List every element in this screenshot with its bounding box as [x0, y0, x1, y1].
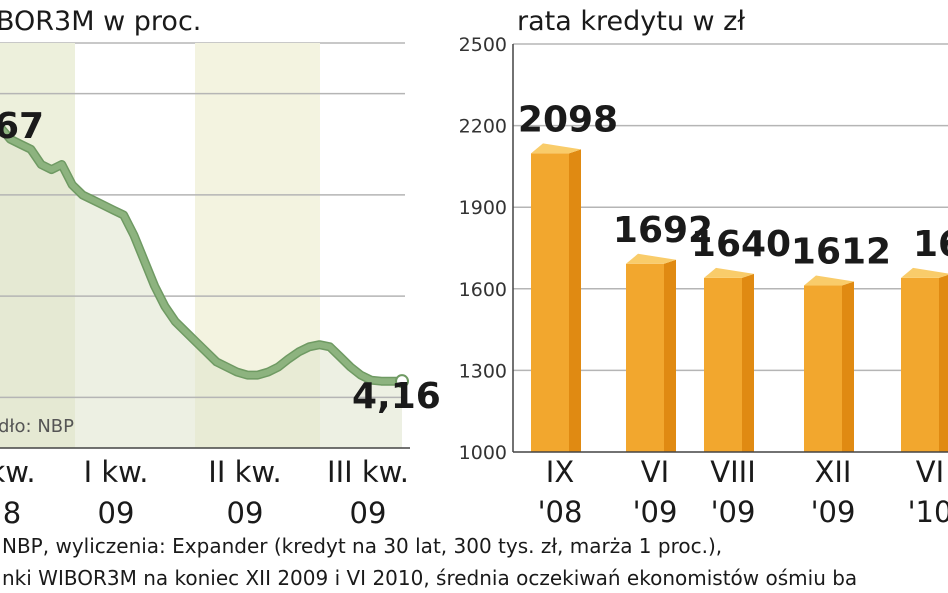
bar-side: [742, 273, 754, 452]
bar-value-label: 1612: [791, 232, 891, 273]
right-y-tick-label: 2500: [459, 34, 507, 56]
bar-0: 2098: [518, 99, 618, 452]
left-background-bands: [0, 43, 402, 448]
right-category-year: '09: [811, 495, 856, 529]
left-x-tick-label: kw.: [0, 455, 36, 489]
left-series-line: [0, 122, 409, 389]
right-y-tick-label: 1600: [459, 279, 507, 301]
footer-line-2: nki WIBOR3M na koniec XII 2009 i VI 2010…: [2, 566, 857, 590]
bar-top: [704, 267, 754, 278]
bar-top: [804, 275, 854, 286]
left-x-tick-year: 09: [227, 496, 264, 530]
left-x-ticks: kw. 8 I kw. 09 II kw. 09 III kw. 09: [0, 455, 409, 530]
right-category-label: IX: [546, 455, 574, 489]
bar-side: [569, 149, 581, 452]
left-x-tick-year: 8: [3, 496, 21, 530]
right-y-tick-label: 2200: [459, 116, 507, 138]
left-x-tick-label: III kw.: [327, 455, 409, 489]
bar-front: [531, 153, 569, 452]
bar-front: [804, 285, 842, 452]
bar-top: [901, 267, 948, 278]
bar-front: [626, 263, 664, 452]
bar-front: [704, 277, 742, 452]
right-y-tick-label: 1900: [459, 197, 507, 219]
right-category-year: '09: [711, 495, 756, 529]
right-chart-title: rata kredytu w zł: [517, 6, 745, 37]
left-gridlines: [0, 92, 405, 399]
right-chart: rata kredytu w zł 2500 2200 1900 1600 1300 10…: [459, 6, 948, 529]
bar-side: [842, 281, 854, 452]
right-category-label: VIII: [710, 455, 756, 489]
left-x-tick-label: I kw.: [84, 455, 149, 489]
left-x-tick-year: 09: [350, 496, 387, 530]
left-x-tick-year: 09: [98, 496, 135, 530]
left-end-label: 4,16: [352, 376, 441, 417]
right-category-labels: IX '08 VI '09 VIII '09 XII '09 VI '10: [538, 455, 948, 529]
bar-4: 16: [901, 224, 948, 452]
left-chart-title: BOR3M w proc.: [0, 6, 201, 37]
bar-2: 1640: [691, 224, 791, 452]
bar-value-label: 1640: [691, 224, 791, 265]
bar-top: [531, 143, 581, 154]
right-category-label: VI: [916, 455, 944, 489]
left-peak-label: 67: [0, 106, 44, 147]
bar-value-label: 2098: [518, 99, 618, 140]
bar-top: [626, 253, 676, 264]
left-source-note: dło: NBP: [0, 416, 74, 437]
bar-3: 1612: [791, 232, 891, 452]
right-y-tick-label: 1000: [459, 442, 507, 464]
bar-value-label: 1692: [613, 210, 713, 251]
right-y-tick-label: 1300: [459, 360, 507, 382]
right-category-label: VI: [641, 455, 669, 489]
right-y-ticks: 2500 2200 1900 1600 1300 1000: [459, 34, 507, 464]
bar-side: [664, 259, 676, 452]
left-line-series: [0, 124, 405, 385]
bar-side: [939, 274, 948, 452]
right-category-year: '10: [908, 495, 948, 529]
right-category-year: '09: [633, 495, 678, 529]
left-chart: BOR3M w proc. 67 4,16 dło: NBP kw. 8 I kw.…: [0, 6, 441, 530]
right-category-year: '08: [538, 495, 583, 529]
footer-line-1: NBP, wyliczenia: Expander (kredyt na 30 …: [2, 534, 722, 558]
bar-value-label: 16: [913, 224, 948, 265]
bar-front: [901, 277, 939, 452]
left-end-marker: [395, 374, 409, 389]
left-x-tick-label: II kw.: [208, 455, 281, 489]
bar-1: 1692: [613, 210, 713, 452]
right-category-label: XII: [815, 455, 852, 489]
